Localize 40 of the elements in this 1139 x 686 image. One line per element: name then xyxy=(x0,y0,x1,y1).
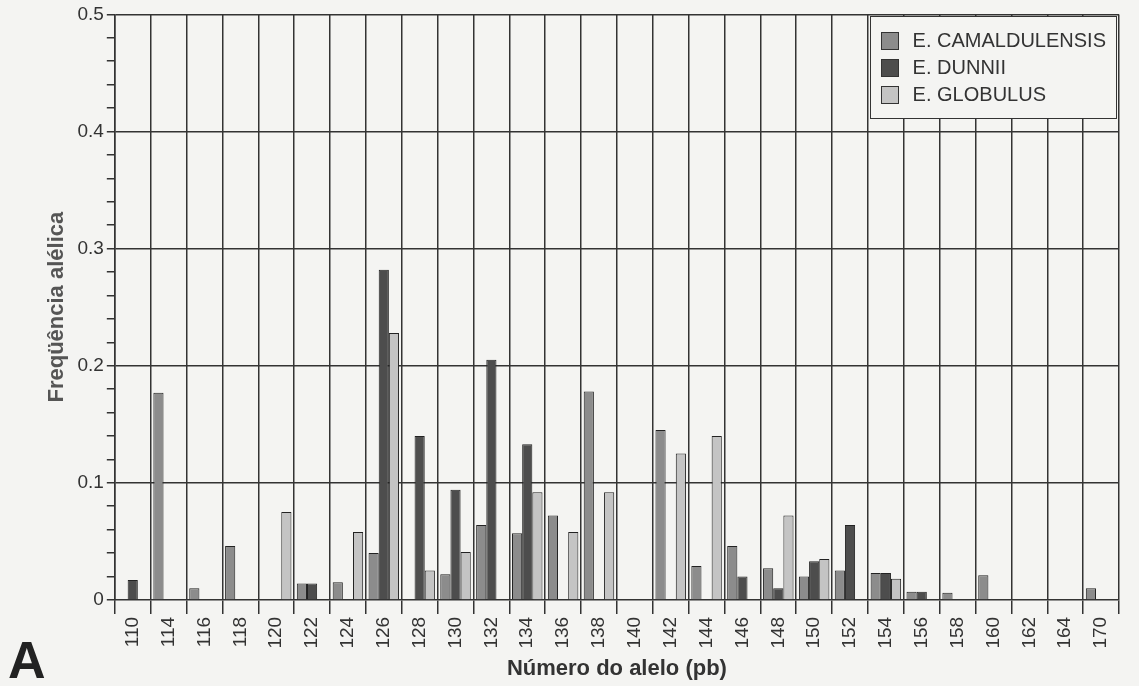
x-tick-label: 132 xyxy=(479,616,501,649)
x-tick-label: 134 xyxy=(515,616,537,649)
x-tick-label: 158 xyxy=(945,616,967,649)
x-tick-label: 154 xyxy=(874,616,896,649)
x-tick-label: 160 xyxy=(981,616,1003,649)
y-tick-label: 0.3 xyxy=(77,236,104,258)
x-tick-label: 170 xyxy=(1089,616,1111,649)
y-tick-label: 0.1 xyxy=(77,471,104,493)
legend-label: E. CAMALDULENSIS xyxy=(912,29,1106,53)
x-tick-label: 152 xyxy=(838,616,860,649)
x-tick-label: 136 xyxy=(551,616,573,649)
x-tick-label: 126 xyxy=(372,616,394,649)
y-axis-title: Freqüência alélica xyxy=(43,211,69,403)
x-tick-label: 162 xyxy=(1017,616,1039,649)
x-tick-label: 114 xyxy=(156,616,178,648)
x-tick-label: 142 xyxy=(658,616,680,649)
x-tick-label: 148 xyxy=(766,616,788,649)
y-tick-label: 0.4 xyxy=(77,119,105,141)
x-tick-label: 146 xyxy=(730,616,752,649)
x-tick-label: 118 xyxy=(228,616,250,648)
x-tick-label: 128 xyxy=(407,616,429,649)
x-axis-title: Número do alelo (pb) xyxy=(506,654,727,680)
x-tick-label: 120 xyxy=(264,616,286,649)
x-tick-label: 156 xyxy=(909,616,931,649)
x-tick-label: 164 xyxy=(1053,616,1075,649)
x-tick-label: 140 xyxy=(623,616,645,649)
y-tick-label: 0 xyxy=(93,588,104,610)
x-tick-label: 150 xyxy=(802,616,824,649)
legend-label: E. GLOBULUS xyxy=(912,83,1046,107)
legend-label: E. DUNNII xyxy=(912,56,1006,80)
x-tick-label: 116 xyxy=(192,616,214,648)
x-tick-label: 130 xyxy=(443,616,465,649)
x-tick-label: 122 xyxy=(300,616,322,649)
y-tick-label: 0.2 xyxy=(77,353,104,375)
x-tick-label: 144 xyxy=(694,616,716,649)
x-tick-label: 110 xyxy=(120,616,142,648)
x-tick-label: 138 xyxy=(587,616,609,649)
text: A xyxy=(8,630,46,686)
y-tick-label: 0.5 xyxy=(77,2,104,24)
x-tick-label: 124 xyxy=(336,616,358,649)
